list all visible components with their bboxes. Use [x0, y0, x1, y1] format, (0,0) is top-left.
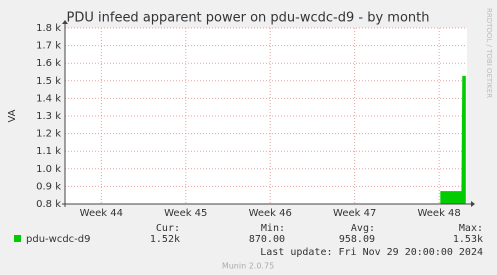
legend-label: pdu-wcdc-d9	[26, 234, 90, 245]
stat-value: 958.09	[339, 234, 375, 245]
axis-arrow	[471, 201, 475, 207]
y-tick-label: 1.0 k	[36, 164, 61, 175]
y-tick-label: 1.6 k	[36, 58, 61, 69]
stat-header: Max:	[459, 223, 483, 234]
y-tick-label: 0.9 k	[36, 181, 61, 192]
x-tick-label: Week 47	[333, 208, 376, 219]
stat-header: Min:	[261, 223, 285, 234]
x-tick-label: Week 44	[80, 208, 123, 219]
y-tick-label: 1.8 k	[36, 23, 61, 34]
y-tick-label: 1.4 k	[36, 93, 61, 104]
y-tick-label: 1.2 k	[36, 129, 61, 140]
x-tick-label: Week 45	[164, 208, 207, 219]
x-tick-label: Week 48	[417, 208, 460, 219]
stat-value: 870.00	[249, 234, 285, 245]
stat-value: 1.53k	[453, 234, 483, 245]
stat-header: Cur:	[156, 223, 180, 234]
y-axis-label: VA	[7, 109, 18, 122]
chart-title: PDU infeed apparent power on pdu-wcdc-d9…	[67, 11, 430, 26]
y-tick-label: 0.8 k	[36, 199, 61, 210]
y-tick-label: 1.3 k	[36, 111, 61, 122]
side-text: RRDTOOL / TOBI OETIKER	[485, 8, 493, 98]
axis-arrow	[62, 20, 68, 24]
last-update: Last update: Fri Nov 29 20:00:00 2024	[260, 247, 483, 258]
y-tick-label: 1.1 k	[36, 146, 61, 157]
y-tick-label: 1.5 k	[36, 76, 61, 87]
x-tick-label: Week 46	[249, 208, 292, 219]
y-tick-label: 1.7 k	[36, 41, 61, 52]
stat-header: Avg:	[351, 223, 375, 234]
legend-swatch	[14, 235, 21, 242]
footer: Munin 2.0.75	[222, 262, 274, 271]
stat-value: 1.52k	[150, 234, 180, 245]
